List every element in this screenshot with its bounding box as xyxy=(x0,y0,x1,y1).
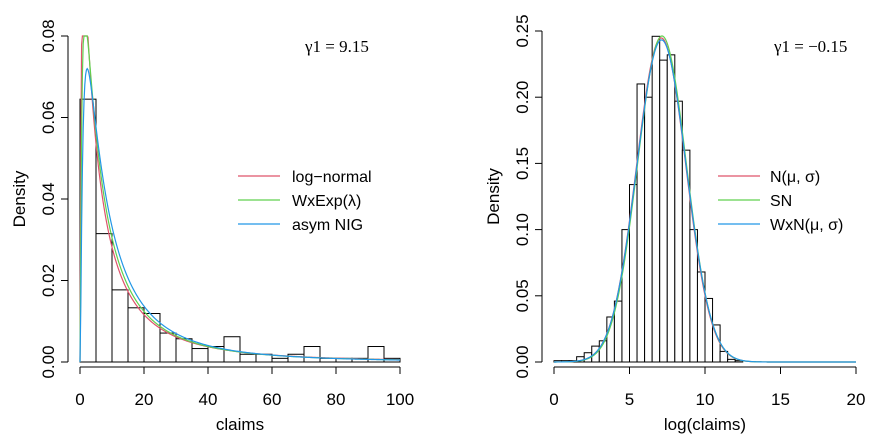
skewness-annotation: γ1 = 9.15 xyxy=(304,37,369,56)
y-tick-label: 0.25 xyxy=(513,14,532,47)
fitted-curves xyxy=(553,35,856,363)
histogram-bar xyxy=(367,346,385,363)
histogram-bar xyxy=(644,96,653,363)
histogram-bar xyxy=(287,353,305,363)
x-tick-label: 5 xyxy=(625,390,634,409)
y-tick-label: 0.04 xyxy=(39,182,58,215)
y-tick-label: 0.15 xyxy=(513,147,532,180)
histogram-bar xyxy=(727,358,736,363)
y-tick-label: 0.02 xyxy=(39,264,58,297)
histogram-bar xyxy=(191,348,209,363)
histogram-bar xyxy=(734,360,744,363)
histogram-bar xyxy=(111,289,129,363)
y-tick-label: 0.00 xyxy=(39,345,58,378)
y-tick-label: 0.00 xyxy=(513,345,532,378)
y-axis-title: Density xyxy=(10,170,29,227)
histogram-bar xyxy=(159,332,177,363)
histogram-bar xyxy=(127,307,145,363)
histogram-bar xyxy=(719,350,729,363)
histogram-bar xyxy=(712,324,721,363)
histogram-bar xyxy=(666,54,676,363)
histogram-bar xyxy=(271,357,289,363)
x-tick-label: 0 xyxy=(75,390,84,409)
legend-label: WxN(μ, σ) xyxy=(770,217,843,234)
histogram-bar xyxy=(239,353,257,363)
x-tick-label: 100 xyxy=(386,390,414,409)
y-tick-label: 0.08 xyxy=(39,19,58,52)
density-curve xyxy=(554,39,856,363)
y-tick-label: 0.06 xyxy=(39,101,58,134)
fitted-curves xyxy=(79,35,401,363)
axes: 0 20 40 60 80 100 0.00 0.02 0.04 0.06 0.08 xyxy=(39,19,414,409)
x-tick-label: 0 xyxy=(549,390,558,409)
skewness-annotation: γ1 = −0.15 xyxy=(773,37,847,56)
x-tick-label: 15 xyxy=(771,390,790,409)
legend-label: N(μ, σ) xyxy=(770,169,820,186)
legend: N(μ, σ) SN WxN(μ, σ) xyxy=(718,169,843,234)
x-tick-label: 80 xyxy=(327,390,346,409)
histogram-bar xyxy=(95,233,113,363)
x-tick-label: 20 xyxy=(135,390,154,409)
histogram-bar xyxy=(674,100,683,363)
legend: log−normal WxExp(λ) asym NIG xyxy=(238,169,372,234)
density-curve xyxy=(79,67,401,363)
histogram-bars xyxy=(553,35,744,363)
x-tick-label: 20 xyxy=(847,390,866,409)
x-tick-label: 10 xyxy=(696,390,715,409)
x-tick-label: 40 xyxy=(199,390,218,409)
legend-label: WxExp(λ) xyxy=(292,193,361,210)
histogram-bar xyxy=(689,229,698,363)
histogram-bar xyxy=(636,83,646,363)
y-tick-label: 0.10 xyxy=(513,213,532,246)
histogram-bars xyxy=(79,98,401,363)
x-axis-title: claims xyxy=(216,415,264,434)
legend-label: SN xyxy=(770,193,792,210)
x-tick-label: 60 xyxy=(263,390,282,409)
y-tick-label: 0.20 xyxy=(513,81,532,114)
y-tick-label: 0.05 xyxy=(513,279,532,312)
legend-label: asym NIG xyxy=(292,217,363,234)
x-axis-title: log(claims) xyxy=(664,415,746,434)
log-claims-density-panel: 0 5 10 15 20 0.00 0.05 0.10 0.15 0.20 0.25 log(cla… xyxy=(484,14,865,434)
axes: 0 5 10 15 20 0.00 0.05 0.10 0.15 0.20 0.25 xyxy=(513,14,865,409)
legend-label: log−normal xyxy=(292,169,372,186)
y-axis-title: Density xyxy=(484,168,503,225)
histogram-bar xyxy=(303,346,321,363)
histogram-bar xyxy=(651,35,661,363)
histogram-bar xyxy=(659,59,668,363)
